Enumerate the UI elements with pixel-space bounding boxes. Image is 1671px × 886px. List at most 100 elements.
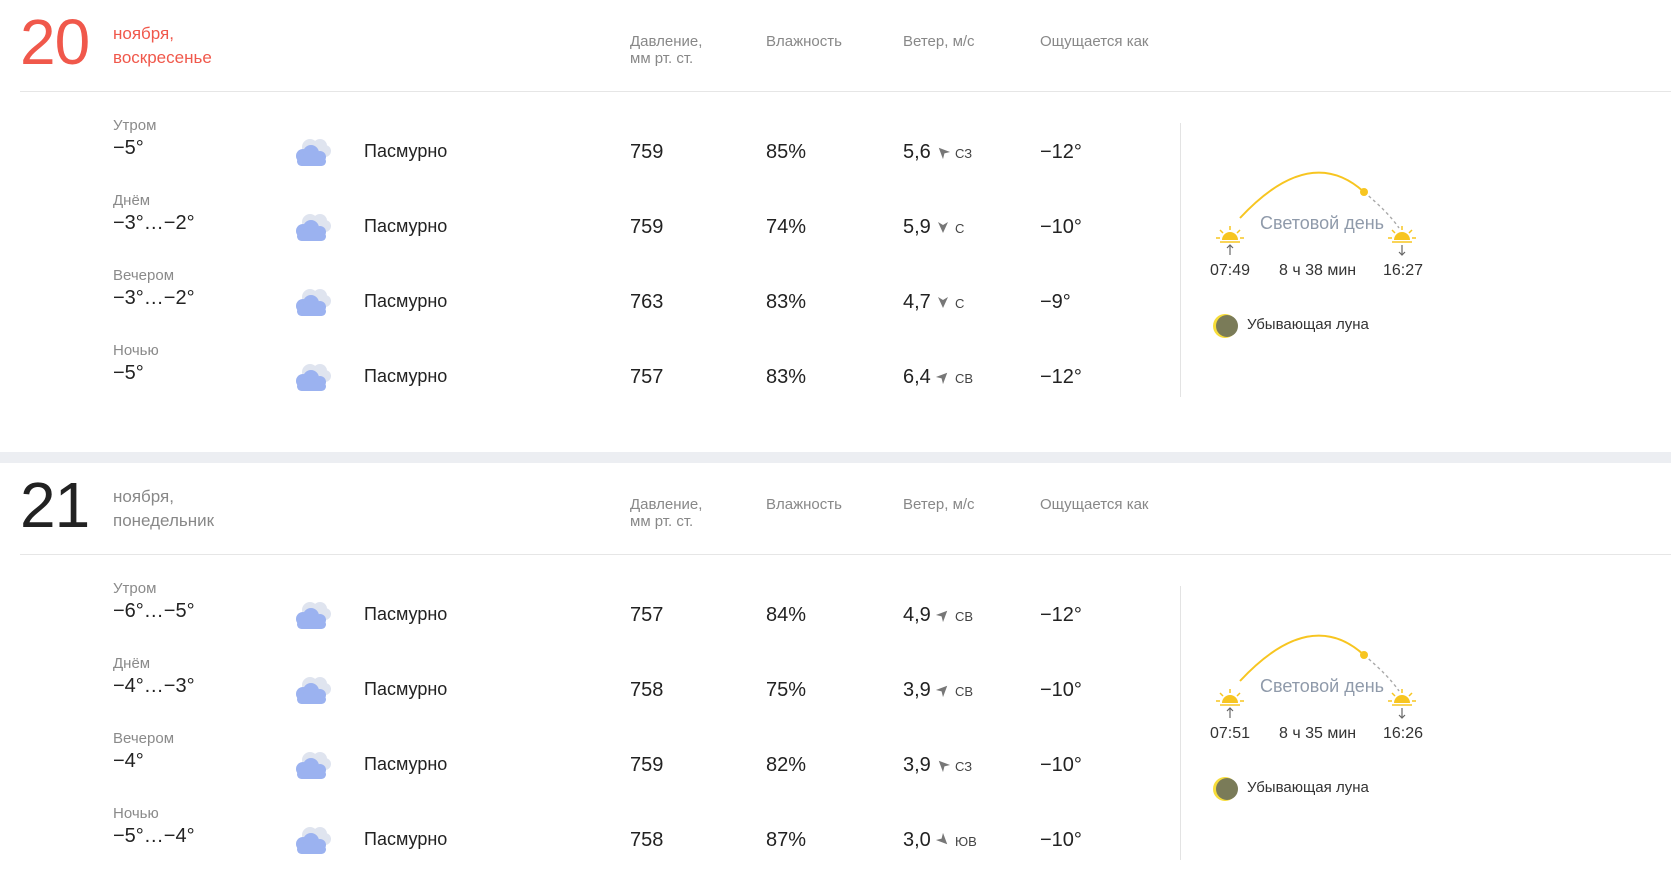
sunrise-time: 07:49 bbox=[1210, 262, 1251, 279]
forecast-row: Вечером −3°…−2° Пасмурно 763 83% 4,7 С −… bbox=[0, 267, 1180, 342]
part-of-day: Утром bbox=[113, 580, 157, 597]
feels-like-value: −10° bbox=[1040, 829, 1082, 851]
part-of-day: Днём bbox=[113, 655, 151, 672]
day-card: 20 ноября, воскресенье Давление, мм рт. … bbox=[0, 6, 1671, 397]
date-words: ноября, воскресенье bbox=[113, 22, 212, 70]
wind-speed: 3,9 bbox=[903, 754, 931, 776]
overcast-cloud-icon bbox=[296, 602, 331, 629]
part-of-day: Днём bbox=[113, 192, 151, 209]
wind-direction: СЗ bbox=[955, 759, 973, 774]
day-card: 21 ноября, понедельник Давление, мм рт. … bbox=[0, 463, 1671, 886]
daylight-label: Световой день bbox=[1259, 676, 1385, 696]
forecast-row: Днём −3°…−2° Пасмурно 759 74% 5,9 С −10° bbox=[0, 192, 1180, 267]
feels-like-value: −9° bbox=[1040, 291, 1071, 313]
feels-like-value: −12° bbox=[1040, 604, 1082, 626]
wind-direction: СВ bbox=[955, 684, 974, 699]
feels-header: Ощущается как bbox=[1040, 33, 1149, 50]
wind-direction: СВ bbox=[955, 371, 974, 386]
wind-speed: 6,4 bbox=[903, 366, 931, 388]
wind-direction-arrow-icon bbox=[938, 760, 951, 773]
overcast-cloud-icon bbox=[296, 752, 331, 779]
temperature: −6°…−5° bbox=[113, 600, 195, 622]
temperature: −3°…−2° bbox=[113, 212, 195, 234]
waning-moon-icon bbox=[1213, 777, 1238, 801]
header-divider bbox=[20, 91, 1671, 92]
sunset-time: 16:26 bbox=[1383, 725, 1424, 742]
sunset-icon bbox=[1388, 689, 1416, 719]
overcast-cloud-icon bbox=[296, 139, 331, 166]
humidity-value: 83% bbox=[766, 291, 807, 313]
sunrise-time: 07:51 bbox=[1210, 725, 1251, 742]
daylight-duration: 8 ч 35 мин bbox=[1279, 725, 1357, 742]
forecast-row: Ночью −5°…−4° Пасмурно 758 87% 3,0 ЮВ −1… bbox=[0, 805, 1180, 880]
humidity-value: 85% bbox=[766, 141, 807, 163]
wind-direction: ЮВ bbox=[955, 834, 977, 849]
wind-speed: 5,6 bbox=[903, 141, 931, 163]
wind-direction-arrow-icon bbox=[935, 610, 948, 623]
overcast-cloud-icon bbox=[296, 827, 331, 854]
wind-direction: СВ bbox=[955, 609, 974, 624]
condition-text: Пасмурно bbox=[364, 366, 448, 386]
month-label: ноября, bbox=[113, 24, 174, 43]
temperature: −4° bbox=[113, 750, 144, 772]
wind-speed: 4,9 bbox=[903, 604, 931, 626]
humidity-header: Влажность bbox=[766, 33, 842, 50]
pressure-value: 757 bbox=[630, 366, 664, 388]
forecast-row: Днём −4°…−3° Пасмурно 758 75% 3,9 СВ −10… bbox=[0, 655, 1180, 730]
wind-direction-arrow-icon bbox=[938, 147, 951, 160]
date-words: ноября, понедельник bbox=[113, 485, 214, 533]
sun-panel: Световой день 07:49 8 ч 38 мин 16:27 bbox=[1200, 165, 1440, 285]
wind-direction-arrow-icon bbox=[938, 222, 948, 233]
feels-header: Ощущается как bbox=[1040, 496, 1149, 513]
part-of-day: Утром bbox=[113, 117, 157, 134]
feels-like-value: −12° bbox=[1040, 141, 1082, 163]
sun-arc bbox=[1239, 171, 1400, 229]
part-of-day: Вечером bbox=[113, 267, 175, 284]
daylight-duration: 8 ч 38 мин bbox=[1279, 262, 1357, 279]
sunset-time: 16:27 bbox=[1383, 262, 1424, 279]
wind-direction-arrow-icon bbox=[935, 685, 948, 698]
temperature: −5°…−4° bbox=[113, 825, 195, 847]
condition-text: Пасмурно bbox=[364, 604, 448, 624]
wind-speed: 5,9 bbox=[903, 216, 931, 238]
weekday-label: воскресенье bbox=[113, 48, 212, 67]
header-divider bbox=[20, 554, 1671, 555]
pressure-header: Давление, мм рт. ст. bbox=[630, 496, 703, 530]
feels-like-value: −12° bbox=[1040, 366, 1082, 388]
sun-panel-divider bbox=[1180, 123, 1181, 397]
overcast-cloud-icon bbox=[296, 214, 331, 241]
wind-header: Ветер, м/с bbox=[903, 33, 975, 50]
sunrise-icon bbox=[1216, 689, 1244, 718]
overcast-cloud-icon bbox=[296, 677, 331, 704]
sunset-icon bbox=[1388, 226, 1416, 256]
humidity-value: 74% bbox=[766, 216, 807, 238]
pressure-value: 758 bbox=[630, 679, 664, 701]
overcast-cloud-icon bbox=[296, 364, 331, 391]
sunrise-icon bbox=[1216, 226, 1244, 255]
date-number: 20 bbox=[20, 6, 90, 78]
wind-direction-arrow-icon bbox=[935, 372, 948, 385]
pressure-value: 759 bbox=[630, 141, 664, 163]
forecast-row: Утром −5° Пасмурно 759 85% 5,6 СЗ −12° bbox=[0, 117, 1180, 192]
humidity-value: 75% bbox=[766, 679, 807, 701]
feels-like-value: −10° bbox=[1040, 216, 1082, 238]
temperature: −5° bbox=[113, 137, 144, 159]
humidity-value: 84% bbox=[766, 604, 807, 626]
overcast-cloud-icon bbox=[296, 289, 331, 316]
condition-text: Пасмурно bbox=[364, 754, 448, 774]
part-of-day: Вечером bbox=[113, 730, 175, 747]
temperature: −4°…−3° bbox=[113, 675, 195, 697]
pressure-value: 757 bbox=[630, 604, 664, 626]
wind-direction-arrow-icon bbox=[938, 297, 948, 308]
pressure-value: 759 bbox=[630, 754, 664, 776]
temperature: −5° bbox=[113, 362, 144, 384]
wind-speed: 3,0 bbox=[903, 829, 931, 851]
wind-direction: СЗ bbox=[955, 146, 973, 161]
feels-like-value: −10° bbox=[1040, 754, 1082, 776]
date-number: 21 bbox=[20, 469, 90, 541]
humidity-value: 83% bbox=[766, 366, 807, 388]
pressure-value: 758 bbox=[630, 829, 664, 851]
sun-panel: Световой день 07:51 8 ч 35 мин 16:26 bbox=[1200, 628, 1440, 748]
condition-text: Пасмурно bbox=[364, 829, 448, 849]
temperature: −3°…−2° bbox=[113, 287, 195, 309]
